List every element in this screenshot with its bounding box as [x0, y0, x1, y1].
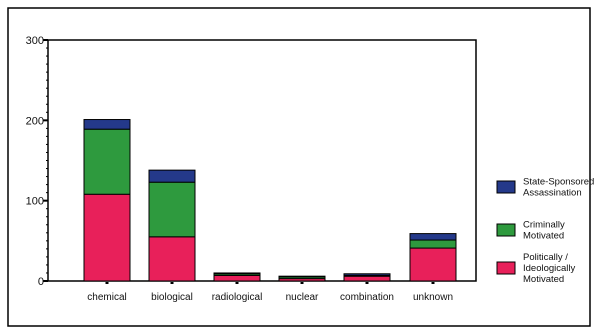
legend-swatch [496, 261, 516, 275]
x-tick [105, 282, 109, 284]
x-tick [300, 282, 304, 284]
bars-layer [83, 119, 457, 282]
bar-segment-chemical-1 [83, 128, 131, 195]
x-tick-label: unknown [413, 292, 453, 303]
bar-segment-biological-0 [148, 236, 196, 282]
x-tick [431, 282, 435, 284]
legend-label: Politically / Ideologically Motivated [523, 252, 576, 285]
legend-swatch [496, 180, 516, 194]
x-tick-label: radiological [212, 292, 263, 303]
x-tick-label: combination [340, 292, 394, 303]
legend-label: State-Sponsored Assassination [523, 177, 594, 199]
bar-segment-biological-1 [148, 181, 196, 238]
y-axis: 0 100 200 300 [26, 35, 48, 288]
legend-label: Criminally Motivated [523, 220, 565, 242]
x-tick [235, 282, 239, 284]
legend-label-line: State-Sponsored [523, 177, 594, 188]
y-tick-label: 0 [38, 276, 44, 288]
legend-swatch [496, 223, 516, 237]
x-tick-label: nuclear [286, 292, 319, 303]
bar-segment-chemical-0 [83, 193, 131, 282]
x-tick-label: biological [151, 292, 193, 303]
bar-segment-unknown-0 [409, 247, 457, 282]
y-tick-label: 300 [26, 35, 44, 47]
legend-label-line: Assassination [523, 188, 582, 199]
legend-label-line: Criminally [523, 220, 565, 231]
bar-segment-unknown-2 [409, 233, 457, 241]
bar-segment-biological-2 [148, 169, 196, 183]
x-tick-label: chemical [87, 292, 126, 303]
legend-label-line: Ideologically [523, 263, 576, 274]
bar-segment-radiological-0 [213, 274, 261, 282]
bar-segment-radiological-2 [213, 272, 261, 275]
bar-segment-unknown-1 [409, 239, 457, 249]
bar-segment-nuclear-2 [278, 275, 326, 278]
x-tick [170, 282, 174, 284]
bar-segment-chemical-2 [83, 119, 131, 130]
outer-frame [7, 7, 591, 327]
y-tick-label: 100 [26, 196, 44, 208]
legend-label-line: Motivated [523, 274, 564, 285]
legend-label-line: Politically / [523, 252, 568, 263]
bar-segment-combination-2 [343, 273, 391, 276]
x-tick [365, 282, 369, 284]
x-axis: chemical biological radiological nuclear com… [87, 282, 453, 303]
bar-segment-combination-0 [343, 275, 391, 282]
y-tick-label: 200 [26, 115, 44, 127]
legend-label-line: Motivated [523, 231, 564, 242]
